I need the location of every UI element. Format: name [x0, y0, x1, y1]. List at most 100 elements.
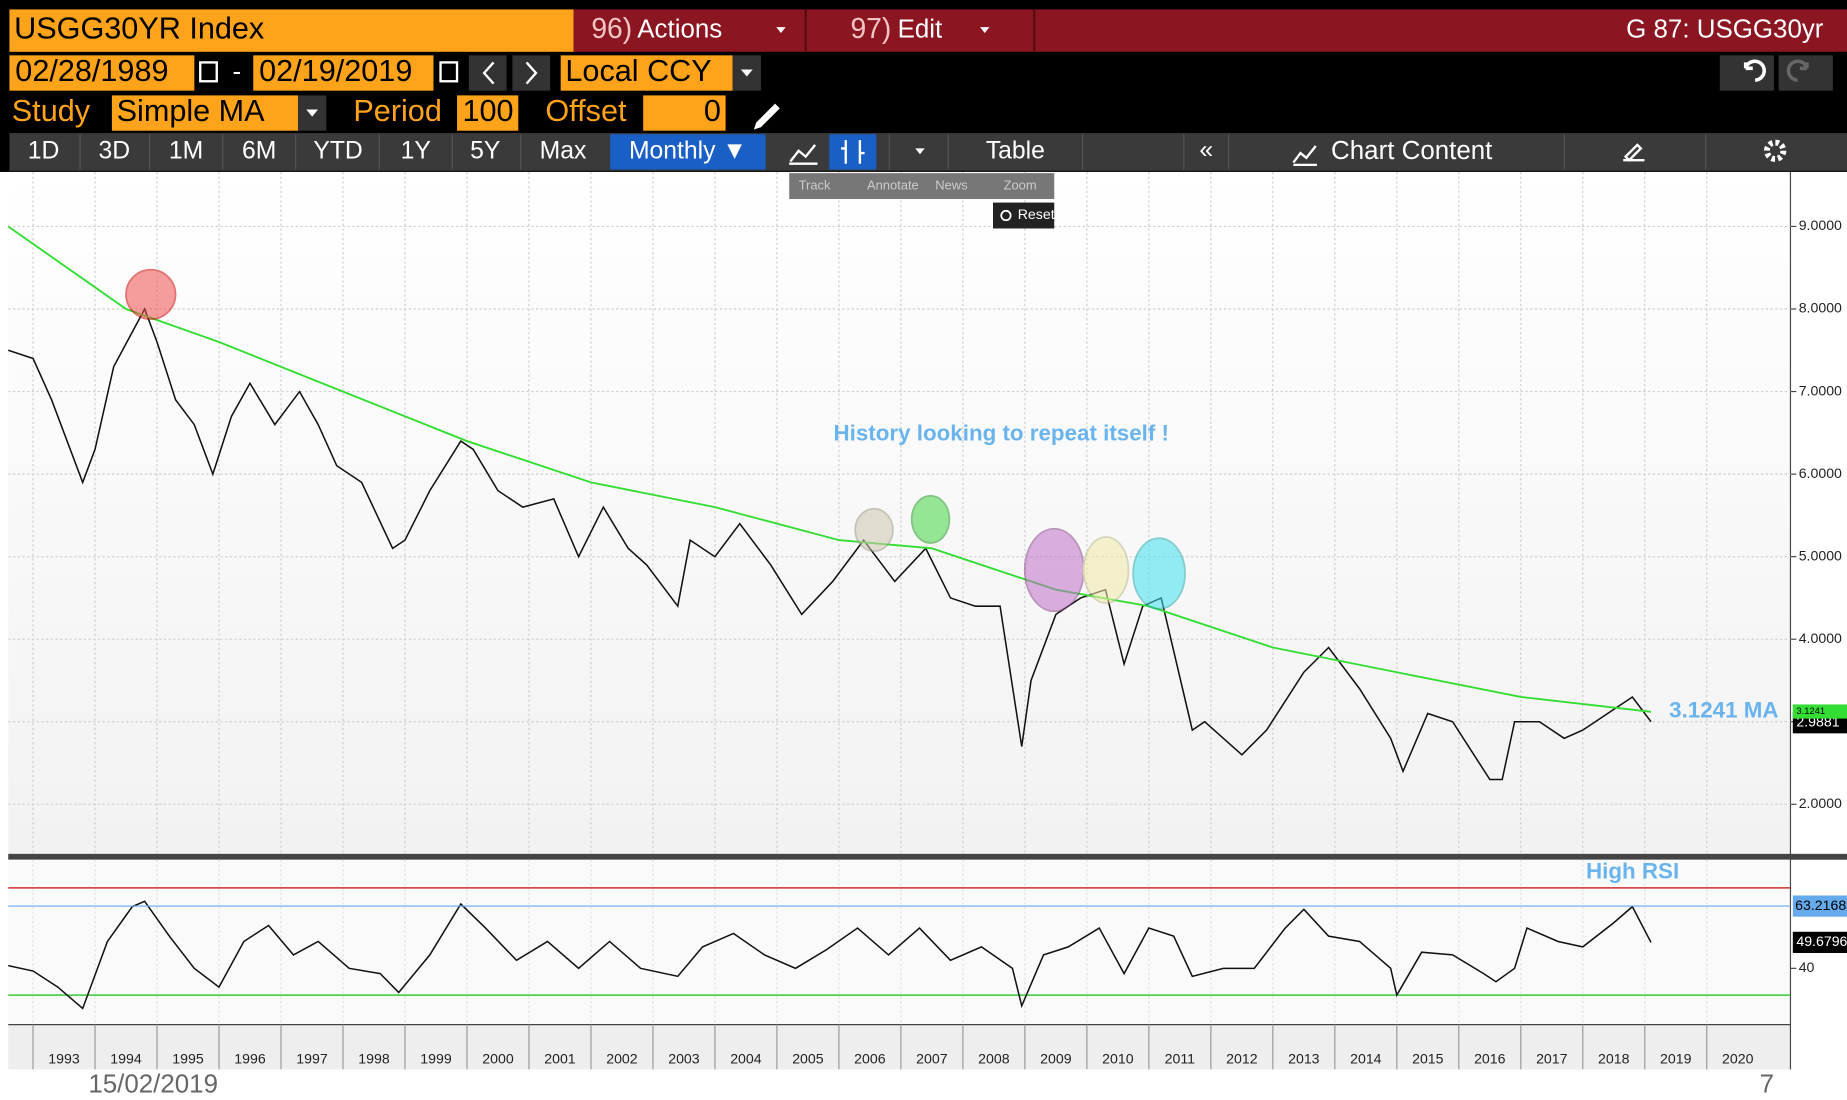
highlight-circle	[125, 268, 177, 321]
x-tick-label: 1994	[110, 1051, 142, 1067]
x-tick-label: 2019	[1660, 1051, 1692, 1067]
x-tick-label: 2004	[730, 1051, 762, 1067]
y-tick-label: 6.0000	[1799, 465, 1842, 481]
ref-label: 63.2168	[1795, 897, 1846, 913]
x-tick-label: 2013	[1288, 1051, 1320, 1067]
page-code: G 87: USGG30yr	[1626, 15, 1824, 43]
edit-icon[interactable]	[1623, 143, 1645, 162]
tool-button[interactable]: News	[935, 178, 967, 193]
last-value-box	[1792, 931, 1847, 953]
chart-content[interactable]: Chart Content	[1331, 137, 1493, 165]
ma-annotation: 3.1241 MA	[1669, 697, 1778, 722]
x-axis-bar	[8, 1024, 1791, 1070]
study-label: Study	[12, 94, 91, 128]
ticker-box	[9, 9, 574, 52]
end-date-box[interactable]	[253, 55, 434, 91]
prev-button[interactable]	[468, 55, 507, 91]
x-tick-label: 2020	[1722, 1051, 1754, 1067]
pen-icon[interactable]	[753, 103, 780, 130]
highlight-circle	[910, 494, 951, 544]
x-tick-label: 2017	[1536, 1051, 1568, 1067]
rsi-annotation: High RSI	[1586, 859, 1679, 884]
x-tick-label: 2016	[1474, 1051, 1506, 1067]
y-tick-label: 8.0000	[1799, 300, 1842, 316]
edit-num[interactable]: 97)	[850, 12, 891, 44]
reset-button[interactable]	[992, 202, 1055, 229]
settings-icon[interactable]	[1763, 139, 1787, 162]
x-tick-label: 2007	[916, 1051, 948, 1067]
last-value: 3.1241	[1796, 705, 1825, 716]
footer-date: 15/02/2019	[88, 1071, 218, 1099]
y-tick-label: 40	[1799, 959, 1815, 975]
last-value: 49.6796	[1796, 933, 1847, 949]
x-tick-label: 2003	[668, 1051, 700, 1067]
period-box[interactable]	[457, 95, 519, 131]
tool-button[interactable]: Annotate	[867, 178, 919, 193]
offset-box[interactable]	[643, 95, 726, 131]
y-tick-label: 5.0000	[1799, 547, 1842, 563]
x-tick-label: 1993	[48, 1051, 80, 1067]
x-tick-label: 2014	[1350, 1051, 1382, 1067]
x-tick-label: 2009	[1040, 1051, 1072, 1067]
y-tick-label: 9.0000	[1799, 217, 1842, 233]
currency-box[interactable]	[560, 55, 733, 91]
range-tab[interactable]: 3D	[98, 137, 130, 164]
range-tab[interactable]: 1M	[169, 137, 203, 164]
y-tick-label: 7.0000	[1799, 382, 1842, 398]
edit-menu[interactable]: Edit	[898, 15, 943, 43]
price-panel	[8, 171, 1791, 854]
undo-button[interactable]	[1719, 55, 1774, 91]
range-tab[interactable]: 6M	[242, 137, 276, 164]
x-tick-label: 1998	[358, 1051, 390, 1067]
x-tick-label: 2015	[1412, 1051, 1444, 1067]
redo-button[interactable]	[1778, 55, 1833, 91]
currency[interactable]: Local CCY	[565, 54, 711, 88]
study-name[interactable]: Simple MA	[117, 94, 266, 128]
actions-menu[interactable]: Actions	[637, 15, 722, 43]
start-date[interactable]: 02/28/1989	[15, 54, 168, 88]
monthly[interactable]: Monthly ▼	[629, 137, 747, 164]
x-tick-label: 2002	[606, 1051, 638, 1067]
table-tab[interactable]: Table	[986, 137, 1045, 164]
bar-icon-box[interactable]	[829, 134, 877, 170]
start-date-box[interactable]	[9, 55, 195, 91]
x-tick-label: 2011	[1165, 1051, 1196, 1067]
panel-divider	[8, 853, 1847, 860]
tool-popup	[789, 173, 1055, 200]
actions-num[interactable]: 96)	[591, 12, 632, 44]
x-tick-label: 2008	[978, 1051, 1010, 1067]
tool-button[interactable]: Zoom	[1004, 178, 1037, 193]
x-tick-label: 2010	[1102, 1051, 1134, 1067]
offset[interactable]: 0	[704, 94, 721, 128]
period-label: Period	[353, 94, 441, 128]
series-line	[8, 307, 1652, 781]
collapse[interactable]: «	[1199, 136, 1213, 163]
last-value-box	[1792, 704, 1847, 719]
highlight-circle	[854, 507, 894, 553]
line-icon[interactable]	[789, 144, 818, 165]
highlight-circle	[1082, 536, 1130, 604]
end-date[interactable]: 02/19/2019	[259, 54, 412, 88]
y-tick-label: 2.0000	[1799, 795, 1842, 811]
range-tab[interactable]: Max	[540, 137, 587, 164]
range-tab[interactable]: 1D	[28, 137, 60, 164]
highlight-circle	[1132, 537, 1186, 610]
series-line	[8, 900, 1652, 1010]
y-tick-label: 4.0000	[1799, 630, 1842, 646]
x-tick-label: 2005	[792, 1051, 824, 1067]
period[interactable]: 100	[462, 94, 513, 128]
range-tab[interactable]: 5Y	[470, 137, 500, 164]
study-box[interactable]	[111, 95, 299, 131]
range-tab[interactable]: YTD	[313, 137, 362, 164]
next-button[interactable]	[512, 55, 551, 91]
range-tab[interactable]: 1Y	[401, 137, 431, 164]
x-tick-label: 2006	[854, 1051, 886, 1067]
series-line	[7, 225, 1652, 713]
highlight-circle	[1023, 527, 1085, 613]
x-tick-label: 1995	[172, 1051, 204, 1067]
reset[interactable]: Reset	[1018, 206, 1055, 222]
tool-button[interactable]: Track	[799, 178, 831, 193]
annotation: History looking to repeat itself !	[834, 420, 1169, 445]
monthly-tab[interactable]	[610, 134, 766, 170]
